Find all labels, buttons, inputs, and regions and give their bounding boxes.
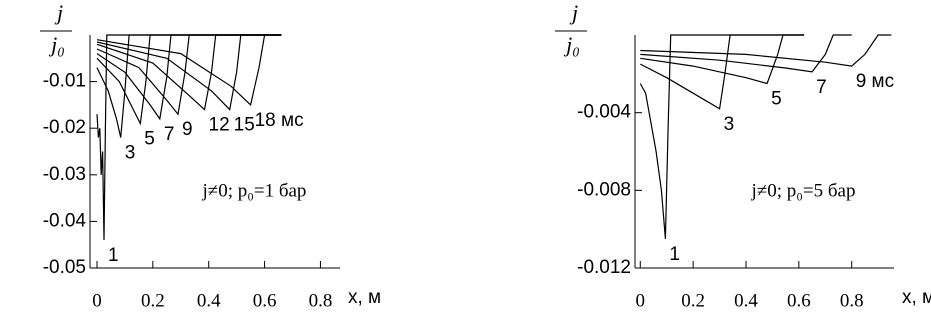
y-tick-label: -0.03 [43,164,86,185]
y-tick-label: -0.05 [43,257,86,278]
x-axis-label: x, м [902,287,931,308]
x-tick-label: 0.4 [734,290,758,311]
curve [639,34,805,239]
curve-label: 9 мс [856,71,894,92]
curve [96,34,282,138]
curve [640,34,805,110]
curve-label: 5 [771,89,782,110]
curve-label: 15 [234,115,255,136]
x-tick-label: 0.2 [681,290,705,311]
curve-label: 9 [182,119,193,140]
y-tick-label: -0.004 [577,102,631,123]
x-tick-label: 0 [636,290,646,311]
y-tick-label: -0.02 [43,117,86,138]
curve-label: 18 мс [255,110,304,131]
curve-label: 3 [125,143,136,164]
y-tick-label: -0.01 [43,71,86,92]
x-tick-label: 0.2 [141,290,165,311]
x-tick-label: 0.8 [840,290,864,311]
y-label-numerator: j [569,0,578,25]
x-tick-label: 0.4 [197,290,221,311]
curve [96,34,282,116]
curve-label: 1 [669,244,680,265]
y-label-denominator: j₀ [563,32,580,57]
curve [640,34,805,85]
x-tick-label: 0.6 [253,290,277,311]
y-label-numerator: j [54,0,63,25]
x-tick-label: 0.8 [309,290,333,311]
y-tick-label: -0.012 [577,257,631,278]
x-tick-label: 0.6 [787,290,811,311]
x-axis-label: x, м [348,287,381,308]
y-tick-label: -0.04 [43,210,87,231]
curve-label: 5 [144,129,155,150]
curve-label: 7 [816,77,827,98]
curve [640,34,852,73]
curve-label: 1 [108,245,119,266]
curve [96,34,282,107]
curve [96,34,282,111]
annotation: j≠0; p₀=1 бар [202,180,307,201]
curve-label: 7 [164,124,175,145]
y-label-denominator: j₀ [48,32,65,57]
curve [96,34,282,111]
curve [96,34,282,121]
y-tick-label: -0.008 [577,179,631,200]
curve-label: 3 [724,114,735,135]
curve [640,34,892,67]
x-tick-label: 0 [92,290,102,311]
annotation: j≠0; p₀=5 бар [751,180,856,201]
curve [96,34,282,126]
curve [96,34,282,241]
curve-label: 12 [209,115,230,136]
